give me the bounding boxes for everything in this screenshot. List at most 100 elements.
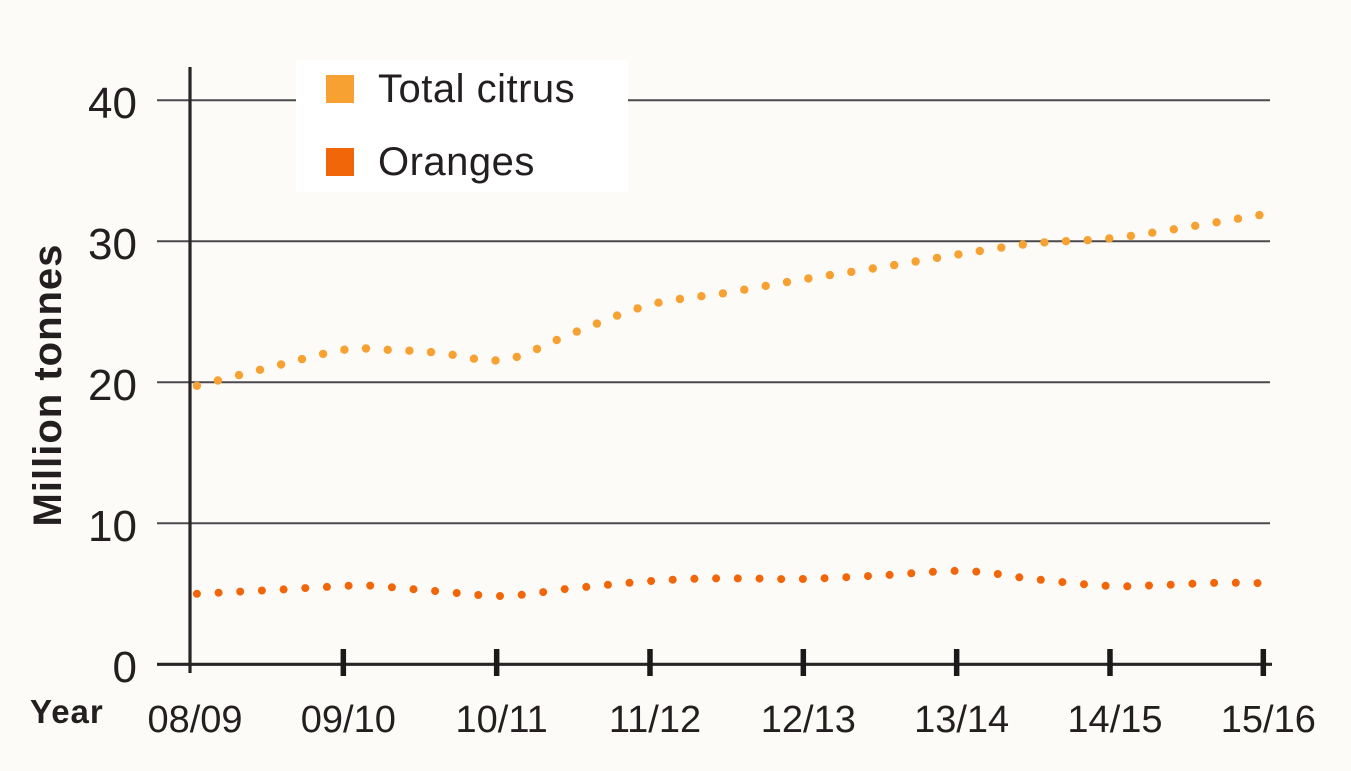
series-dot [1040, 238, 1049, 247]
x-tick-label-15-16: 15/16 [1220, 699, 1316, 741]
x-tick-label-10-11: 10/11 [455, 699, 548, 741]
series-dot [297, 354, 307, 364]
series-dot [448, 350, 457, 359]
series-dot [1191, 221, 1200, 230]
x-tick-label-14-15: 14/15 [1067, 699, 1163, 741]
series-dot [603, 580, 612, 589]
series-dot [907, 569, 916, 578]
series-dot [825, 270, 835, 280]
series-dot [431, 587, 440, 595]
series-dot [344, 581, 353, 590]
series-dot [1061, 237, 1071, 246]
series-path-1 [197, 571, 1271, 596]
y-tick-label-40: 40 [88, 79, 137, 129]
legend-swatch-oranges [326, 148, 354, 176]
series-dot [279, 585, 288, 594]
series-dot [234, 370, 244, 380]
series-dot [1231, 578, 1240, 587]
series-dot [469, 354, 479, 363]
series-dot [213, 376, 223, 385]
series-dot [1080, 580, 1088, 589]
series-dot [496, 592, 504, 600]
series-dot [625, 578, 634, 587]
series-dot [954, 250, 963, 259]
series-dot [761, 281, 770, 291]
series-dot [340, 345, 349, 354]
series-dot [733, 574, 742, 583]
series-dot [452, 589, 461, 597]
series-dot [847, 267, 856, 277]
legend-swatch-total-citrus [326, 75, 354, 103]
series-dot [1210, 578, 1219, 587]
series-dot [301, 584, 310, 593]
series-dot [740, 285, 749, 294]
legend-label-oranges: Oranges [378, 140, 535, 184]
series-dots-oranges [192, 566, 1262, 600]
series-dot [1036, 575, 1045, 584]
series-dot [1233, 214, 1243, 223]
series-dot [1166, 580, 1175, 589]
series-dot [993, 570, 1002, 578]
series-dot [560, 585, 569, 594]
series-dot [539, 588, 548, 597]
series-dot [975, 246, 984, 256]
series-dot [582, 582, 591, 591]
series-dot [236, 587, 245, 596]
y-tick-label-10: 10 [88, 502, 137, 552]
series-dot [690, 574, 699, 583]
series-dot [755, 574, 764, 583]
series-dot [1169, 225, 1179, 234]
series-dot [972, 567, 981, 576]
series-dot [782, 277, 792, 287]
series-dot [572, 327, 581, 336]
series-dot [911, 257, 920, 266]
x-tick-label-13-14: 13/14 [914, 699, 1010, 741]
series-dot [633, 304, 642, 313]
series-dot [885, 570, 894, 579]
series-dot [361, 344, 371, 353]
series-dot [697, 292, 706, 301]
series-dot [592, 319, 602, 328]
y-tick-label-20: 20 [88, 361, 137, 411]
series-dot [798, 575, 807, 583]
series-dot [712, 574, 721, 583]
series-dot [276, 360, 286, 369]
x-tick-label-12-13: 12/13 [760, 699, 856, 741]
series-dot [1255, 210, 1264, 220]
series-dot [532, 344, 542, 354]
series-dot [1101, 581, 1110, 590]
series-dot [868, 264, 877, 273]
series-dot [1058, 578, 1067, 587]
series-dots-total-citrus [192, 210, 1264, 390]
series-dot [1018, 240, 1027, 249]
series-dot [192, 589, 201, 598]
series-dot [552, 335, 561, 345]
series-dot [255, 365, 265, 374]
series-dot [777, 575, 786, 584]
series-dot [1148, 228, 1157, 237]
series-dot [842, 573, 851, 582]
series-dot [1015, 573, 1024, 582]
series-dot [192, 381, 202, 390]
series-dot [890, 260, 899, 270]
series-dot [804, 274, 813, 283]
series-dot [322, 582, 331, 591]
series-dot [1126, 231, 1136, 241]
series-dot [409, 585, 418, 594]
series-dot [1105, 234, 1114, 243]
series-dot [950, 566, 959, 575]
x-axis-title: Year [30, 693, 104, 730]
y-tick-label-0: 0 [112, 643, 137, 693]
series-dot [387, 583, 396, 592]
series-dot [366, 581, 375, 590]
series-dot [405, 346, 414, 355]
legend: Total citrus Oranges [296, 60, 628, 192]
series-dot [1212, 218, 1221, 227]
series-dot [257, 586, 266, 595]
series-dot [383, 345, 392, 354]
series-dot [474, 591, 483, 599]
series-dot [426, 347, 436, 357]
series-dot [1123, 582, 1132, 591]
